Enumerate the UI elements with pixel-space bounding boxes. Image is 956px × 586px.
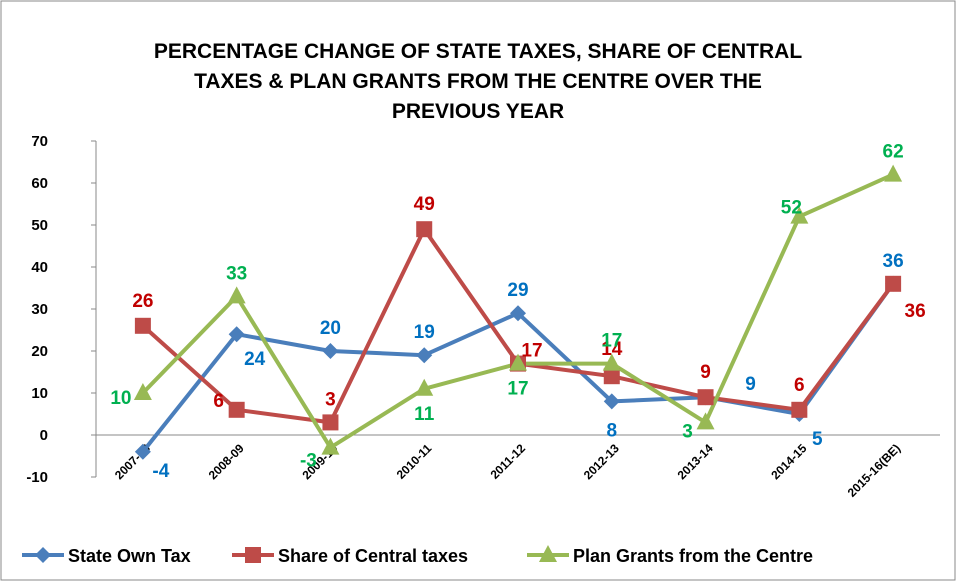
data-point xyxy=(884,164,903,182)
y-tick-label: 0 xyxy=(40,427,48,444)
data-point xyxy=(321,437,340,455)
data-label: 26 xyxy=(132,291,153,312)
legend-label: Share of Central taxes xyxy=(278,546,468,566)
chart-title: TAXES & PLAN GRANTS FROM THE CENTRE OVER… xyxy=(194,70,762,93)
data-point xyxy=(416,221,433,238)
legend-marker xyxy=(539,545,557,562)
data-label: 49 xyxy=(414,194,435,215)
y-tick-label: 30 xyxy=(31,301,48,318)
data-point xyxy=(322,343,339,359)
data-label: 36 xyxy=(883,251,904,272)
data-point xyxy=(228,326,245,343)
data-label: 8 xyxy=(606,420,617,441)
data-label: 5 xyxy=(812,429,823,450)
data-point xyxy=(134,443,151,460)
data-label: 19 xyxy=(414,322,435,343)
data-point xyxy=(133,383,152,400)
data-label: 6 xyxy=(213,391,224,412)
data-label: 9 xyxy=(700,362,711,383)
data-label: -4 xyxy=(152,461,169,482)
data-label: 3 xyxy=(682,421,693,442)
data-label: 10 xyxy=(110,388,131,409)
data-label: 3 xyxy=(325,389,336,410)
data-label: 52 xyxy=(781,198,802,219)
data-point xyxy=(697,389,714,406)
data-label: 17 xyxy=(507,379,528,400)
data-point xyxy=(134,317,151,334)
y-tick-label: 20 xyxy=(31,343,48,360)
chart-title: PREVIOUS YEAR xyxy=(392,100,564,123)
data-point xyxy=(696,412,715,430)
data-point xyxy=(790,206,809,224)
y-tick-label: 10 xyxy=(31,385,48,402)
data-point xyxy=(415,378,434,396)
legend-label: Plan Grants from the Centre xyxy=(573,546,813,566)
data-label: 33 xyxy=(226,263,247,284)
data-label: 9 xyxy=(745,374,756,395)
data-label: 17 xyxy=(521,341,542,362)
y-tick-label: -10 xyxy=(26,469,48,486)
data-point xyxy=(227,286,246,304)
y-tick-label: 70 xyxy=(31,133,48,150)
data-point xyxy=(885,275,902,292)
data-point xyxy=(510,305,526,322)
legend-marker xyxy=(35,547,51,563)
y-tick-label: 40 xyxy=(31,259,48,276)
legend-marker xyxy=(245,547,261,563)
data-point xyxy=(791,401,808,418)
data-label: 14 xyxy=(601,339,623,360)
data-label: 6 xyxy=(794,375,805,396)
data-point xyxy=(322,414,339,431)
data-point xyxy=(416,347,433,364)
data-label: -3 xyxy=(300,451,317,472)
data-label: 62 xyxy=(883,142,904,163)
data-label: 36 xyxy=(905,301,926,322)
y-tick-label: 50 xyxy=(31,217,48,234)
data-label: 11 xyxy=(414,404,435,425)
y-tick-label: 60 xyxy=(31,175,48,192)
data-point xyxy=(509,353,527,371)
data-point xyxy=(602,353,621,371)
data-point xyxy=(603,393,620,410)
data-label: 29 xyxy=(507,280,528,301)
data-point xyxy=(603,368,620,385)
data-label: 24 xyxy=(244,349,266,370)
data-label: 17 xyxy=(601,331,622,352)
data-label: 20 xyxy=(320,318,341,339)
chart-title: PERCENTAGE CHANGE OF STATE TAXES, SHARE … xyxy=(154,40,802,63)
data-point xyxy=(228,401,245,418)
legend-label: State Own Tax xyxy=(68,546,191,566)
